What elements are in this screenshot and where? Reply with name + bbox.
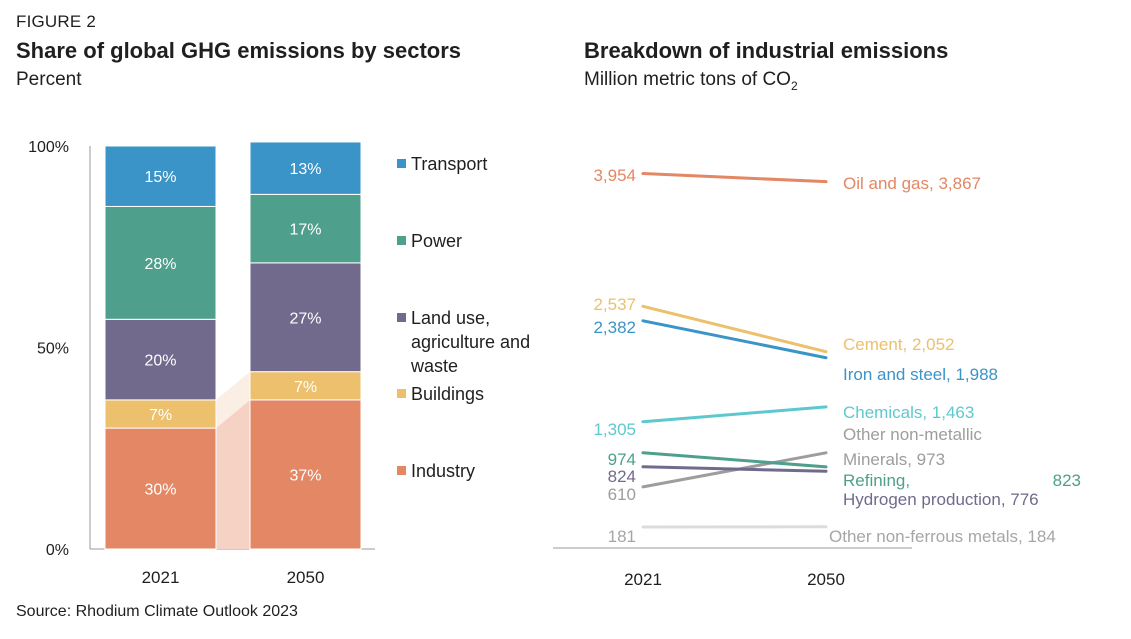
bar-data-label: 27%: [289, 310, 321, 327]
legend-swatch: [397, 159, 406, 168]
bar-segment: [249, 371, 362, 401]
figure-label: FIGURE 2: [16, 12, 97, 31]
end-label: Chemicals, 1,463: [843, 403, 974, 422]
bar-data-label: 30%: [144, 482, 176, 499]
end-label: Other non-metallic Minerals, 973: [843, 425, 982, 469]
end-label: Hydrogen production, 776: [843, 490, 1039, 509]
right-chart-unit: Million metric tons of CO: [584, 69, 791, 90]
industrial-emissions-chart: 2021 2050 3,954 Oil and gas, 3,867 2,537 Ceme…: [553, 166, 1081, 589]
bar-data-label: 20%: [144, 353, 176, 370]
bar-data-label: 17%: [289, 222, 321, 239]
legend-swatch: [397, 389, 406, 398]
legend-swatch: [397, 466, 406, 475]
y-tick-label: 0%: [46, 542, 69, 559]
legend-label: Transport: [411, 154, 487, 174]
start-value-label: 824: [608, 467, 636, 486]
series-line: [641, 172, 828, 184]
start-value-label: 974: [608, 450, 636, 469]
bar-segment: [104, 205, 217, 320]
right-chart-subtitle: Million metric tons of CO2: [584, 69, 798, 93]
bar-segment: [249, 399, 362, 550]
start-value-label: 3,954: [593, 166, 636, 185]
bar-segment: [249, 262, 362, 373]
series-line: [641, 304, 828, 354]
legend-swatch: [397, 236, 406, 245]
start-value-label: 1,305: [593, 420, 636, 439]
start-value-label: 2,382: [593, 318, 636, 337]
series-line: [641, 465, 828, 473]
x-tick-label: 2050: [807, 570, 845, 589]
legend-label: Land use, agriculture and waste: [410, 308, 530, 376]
start-value-label: 610: [608, 485, 636, 504]
bar-segment: [104, 318, 217, 401]
source-note: Source: Rhodium Climate Outlook 2023: [16, 603, 298, 620]
end-label: Iron and steel, 1,988: [843, 365, 998, 384]
end-label: Other non-ferrous metals, 184: [829, 527, 1056, 546]
bar-segment: [249, 141, 362, 195]
left-chart-title: Share of global GHG emissions by sectors: [16, 38, 462, 63]
legend-label: Power: [411, 231, 462, 251]
right-chart-title: Breakdown of industrial emissions: [584, 38, 949, 63]
y-tick-label: 100%: [28, 139, 69, 156]
x-tick-label: 2021: [624, 570, 662, 589]
bar-segment: [104, 427, 217, 550]
series-line: [641, 319, 828, 360]
y-tick-label: 50%: [37, 341, 69, 358]
end-label: Oil and gas, 3,867: [843, 174, 981, 193]
end-label: Cement, 2,052: [843, 335, 955, 354]
bar-data-label: 15%: [144, 169, 176, 186]
bar-segment: [104, 145, 217, 207]
industry-connector: [216, 399, 250, 549]
bar-data-label: 28%: [144, 256, 176, 273]
end-value-label: 823: [1053, 471, 1081, 490]
right-chart-unit-subscript: 2: [790, 78, 798, 93]
series-line: [641, 405, 828, 424]
sector-share-chart: 0% 50% 100% 30% 7% 20% 28% 15% 2021 37% 7% 27% 17% 13…: [28, 139, 530, 587]
bar-data-label: 37%: [289, 467, 321, 484]
left-chart-subtitle: Percent: [16, 69, 82, 90]
start-value-label: 181: [608, 527, 636, 546]
bar-data-label: 13%: [289, 161, 321, 178]
buildings-connector: [216, 371, 250, 429]
end-label: Refining,: [843, 471, 910, 490]
x-tick-label: 2050: [287, 568, 325, 587]
x-tick-label: 2021: [142, 568, 180, 587]
bar-data-label: 7%: [294, 379, 317, 396]
legend-label: Buildings: [411, 384, 484, 404]
bar-segment: [104, 399, 217, 429]
start-value-label: 2,537: [593, 295, 636, 314]
legend-label: Industry: [411, 461, 475, 481]
bar-data-label: 7%: [149, 407, 172, 424]
series-line: [641, 451, 828, 469]
legend-swatch: [397, 313, 406, 322]
